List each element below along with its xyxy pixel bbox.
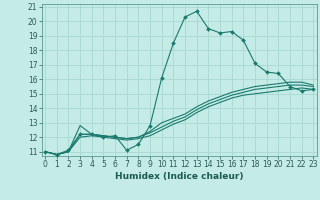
X-axis label: Humidex (Indice chaleur): Humidex (Indice chaleur) — [115, 172, 244, 181]
